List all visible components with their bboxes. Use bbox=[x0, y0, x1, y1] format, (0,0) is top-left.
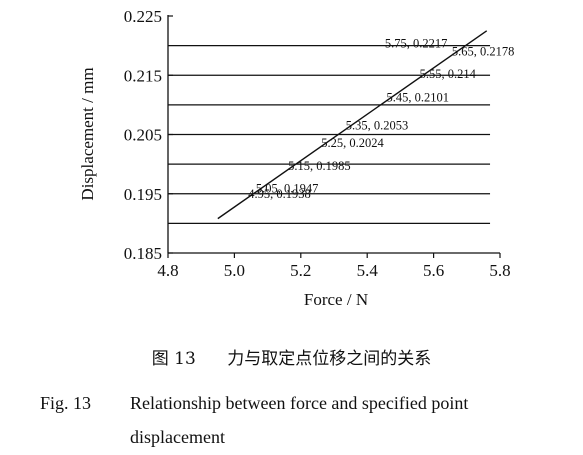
force-displacement-chart: 4.8 5.0 5.2 5.4 5.6 5.8 0.1850.1950.2050.2150… bbox=[78, 7, 514, 309]
y-tick-label-3: 0.215 bbox=[124, 66, 162, 85]
data-label-8: 5.75, 0.2217 bbox=[385, 37, 448, 51]
data-label-3: 5.25, 0.2024 bbox=[321, 136, 384, 150]
x-tick-label-4: 5.6 bbox=[423, 261, 444, 280]
data-label-5: 5.45, 0.2101 bbox=[387, 90, 450, 104]
series-line-group bbox=[217, 30, 488, 220]
data-label-4: 5.35, 0.2053 bbox=[346, 119, 409, 133]
caption-en-number: Fig. 13 bbox=[40, 393, 92, 413]
y-tick-label-4: 0.225 bbox=[124, 7, 162, 26]
x-tick-label-5: 5.8 bbox=[489, 261, 510, 280]
x-tick-label-0: 4.8 bbox=[157, 261, 178, 280]
y-tick-label-0: 0.185 bbox=[124, 244, 162, 263]
y-axis-label: Displacement / mm bbox=[78, 67, 97, 200]
x-axis-label: Force / N bbox=[304, 290, 368, 309]
caption-chinese: 图 13 力与取定点位移之间的关系 bbox=[0, 344, 583, 369]
caption-en-line2: displacement bbox=[130, 427, 225, 447]
data-label-0: 4.95, 0.1938 bbox=[248, 187, 311, 201]
x-tick-label-1: 5.0 bbox=[224, 261, 245, 280]
series-line bbox=[217, 30, 488, 220]
y-tick-label-2: 0.205 bbox=[124, 126, 162, 145]
data-label-1: 5.05, 0.1947 bbox=[256, 182, 319, 196]
gridlines bbox=[168, 44, 491, 225]
y-tick-label-1: 0.195 bbox=[124, 185, 162, 204]
x-tick-label-3: 5.4 bbox=[357, 261, 379, 280]
x-tick-labels: 4.8 5.0 5.2 5.4 5.6 5.8 bbox=[157, 253, 511, 280]
data-label-7: 5.65, 0.2178 bbox=[452, 45, 515, 59]
caption-cn-text: 力与取定点位移之间的关系 bbox=[227, 349, 432, 369]
data-label-2: 5.15, 0.1985 bbox=[288, 159, 351, 173]
caption-en-line1: Relationship between force and specified… bbox=[130, 393, 469, 413]
caption-cn-number: 图 13 bbox=[151, 349, 196, 369]
x-tick-label-2: 5.2 bbox=[290, 261, 311, 280]
data-label-6: 5.55, 0.214 bbox=[420, 67, 477, 81]
caption-english: Fig. 13 Relationship between force and sp… bbox=[40, 386, 575, 454]
y-tick-labels: 0.185 0.195 0.205 0.215 0.225 bbox=[124, 7, 173, 263]
